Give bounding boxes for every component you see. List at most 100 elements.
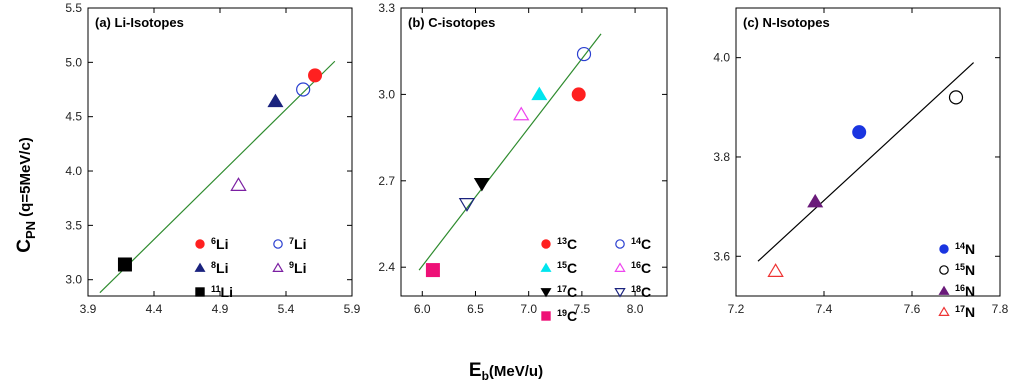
fit-line	[757, 62, 975, 262]
y-tick-label: 3.0	[378, 87, 395, 101]
data-point-8Li	[267, 93, 284, 108]
x-tick-label: 7.0	[520, 302, 537, 316]
legend-mass-number: 15	[557, 260, 567, 270]
y-tick-label: 3.8	[713, 150, 730, 164]
x-tick-label: 4.4	[146, 302, 163, 316]
legend-mass-number: 6	[211, 236, 216, 246]
data-point-15N	[948, 90, 964, 105]
x-tick-label: 6.5	[467, 302, 484, 316]
legend-mass-number: 14	[631, 236, 641, 246]
legend-element: C	[567, 260, 577, 276]
legend-element: C	[641, 260, 651, 276]
legend-mass-number: 8	[211, 260, 216, 270]
legend-marker-18C	[614, 288, 626, 298]
x-tick-label: 7.5	[574, 302, 591, 316]
legend-element: N	[965, 241, 975, 257]
y-tick-label: 4.5	[65, 110, 82, 124]
y-tick-label: 5.0	[65, 55, 82, 69]
legend-mass-number: 17	[557, 284, 567, 294]
legend-element: Li	[294, 260, 306, 276]
legend-mass-number: 19	[557, 308, 567, 318]
legend-mass-number: 15	[955, 262, 965, 272]
legend-marker-8Li	[194, 262, 206, 272]
plot-frame	[400, 7, 668, 297]
legend-marker-15C	[540, 262, 552, 272]
legend-label-19C: 19C	[557, 308, 577, 324]
legend-mass-number: 13	[557, 236, 567, 246]
legend-mass-number: 9	[289, 260, 294, 270]
legend-label-14N: 14N	[955, 241, 975, 257]
x-tick-label: 7.4	[816, 302, 833, 316]
legend-marker-7Li	[273, 239, 283, 249]
x-axis-label: Eb(MeV/u)	[469, 360, 543, 383]
legend-element: C	[567, 236, 577, 252]
legend-marker-9Li	[272, 262, 284, 272]
fit-line	[99, 60, 336, 294]
x-axis-label-rest: (MeV/u)	[489, 363, 543, 380]
x-tick-label: 8.0	[627, 302, 644, 316]
legend-marker-6Li	[195, 239, 205, 249]
y-axis-label: CPN (q=5MeV/c)	[14, 137, 38, 253]
x-tick-label: 5.4	[278, 302, 295, 316]
legend-label-14C: 14C	[631, 236, 651, 252]
y-axis-label-rest: (q=5MeV/c)	[17, 137, 34, 221]
legend-mass-number: 11	[211, 284, 221, 294]
data-point-16N	[807, 193, 824, 208]
plot-frame	[87, 7, 353, 297]
panel-title: (b) C-isotopes	[408, 15, 495, 30]
data-point-14C	[576, 46, 592, 62]
legend-marker-16N	[938, 285, 950, 295]
x-tick-label: 3.9	[80, 302, 97, 316]
x-tick-label: 5.9	[344, 302, 361, 316]
legend-element: C	[567, 284, 577, 300]
legend-label-17C: 17C	[557, 284, 577, 300]
legend-marker-16C	[614, 262, 626, 272]
data-point-18C	[458, 198, 476, 212]
legend-marker-17N	[938, 306, 950, 316]
legend-label-9Li: 9Li	[289, 260, 306, 276]
data-point-7Li	[296, 82, 311, 97]
legend-element: Li	[216, 236, 228, 252]
legend-mass-number: 16	[955, 283, 965, 293]
data-point-13C	[571, 87, 586, 102]
legend-element: N	[965, 283, 975, 299]
y-tick-label: 4.0	[713, 51, 730, 65]
legend-label-18C: 18C	[631, 284, 651, 300]
legend-mass-number: 7	[289, 236, 294, 246]
legend-label-16C: 16C	[631, 260, 651, 276]
y-tick-label: 4.0	[65, 164, 82, 178]
plot-frame	[735, 7, 1001, 297]
legend-marker-13C	[541, 239, 551, 249]
y-tick-label: 3.0	[65, 273, 82, 287]
chart-panel-1: 3.9 4.4 4.9 5.4 5.9 3.0 3.5 4.0 4.5 5.0 5.5 (a) Li-…	[65, 1, 360, 316]
x-tick-label: 7.8	[992, 302, 1009, 316]
data-point-16C	[513, 106, 530, 121]
legend-label-15N: 15N	[955, 262, 975, 278]
legend-label-6Li: 6Li	[211, 236, 228, 252]
legend-element: Li	[216, 260, 228, 276]
legend-marker-17C	[540, 288, 552, 298]
legend-marker-14C	[615, 239, 625, 249]
legend-marker-11Li	[195, 287, 205, 297]
legend-element: N	[965, 304, 975, 320]
legend-element: N	[965, 262, 975, 278]
y-tick-label: 5.5	[65, 1, 82, 15]
x-tick-label: 4.9	[212, 302, 229, 316]
legend-mass-number: 14	[955, 241, 965, 251]
y-tick-label: 3.3	[378, 1, 395, 15]
legend-mass-number: 17	[955, 304, 965, 314]
y-axis-label-sub: PN	[23, 221, 38, 239]
legend-label-13C: 13C	[557, 236, 577, 252]
legend-marker-15N	[939, 265, 949, 275]
legend-element: C	[567, 308, 577, 324]
x-tick-label: 7.6	[904, 302, 921, 316]
legend-label-11Li: 11Li	[211, 284, 233, 300]
data-point-9Li	[230, 177, 247, 191]
legend-element: Li	[294, 236, 306, 252]
data-point-6Li	[308, 68, 323, 83]
data-point-17C	[473, 177, 490, 192]
fit-line	[418, 33, 602, 271]
legend-marker-14N	[939, 244, 949, 254]
y-tick-label: 3.6	[713, 249, 730, 263]
